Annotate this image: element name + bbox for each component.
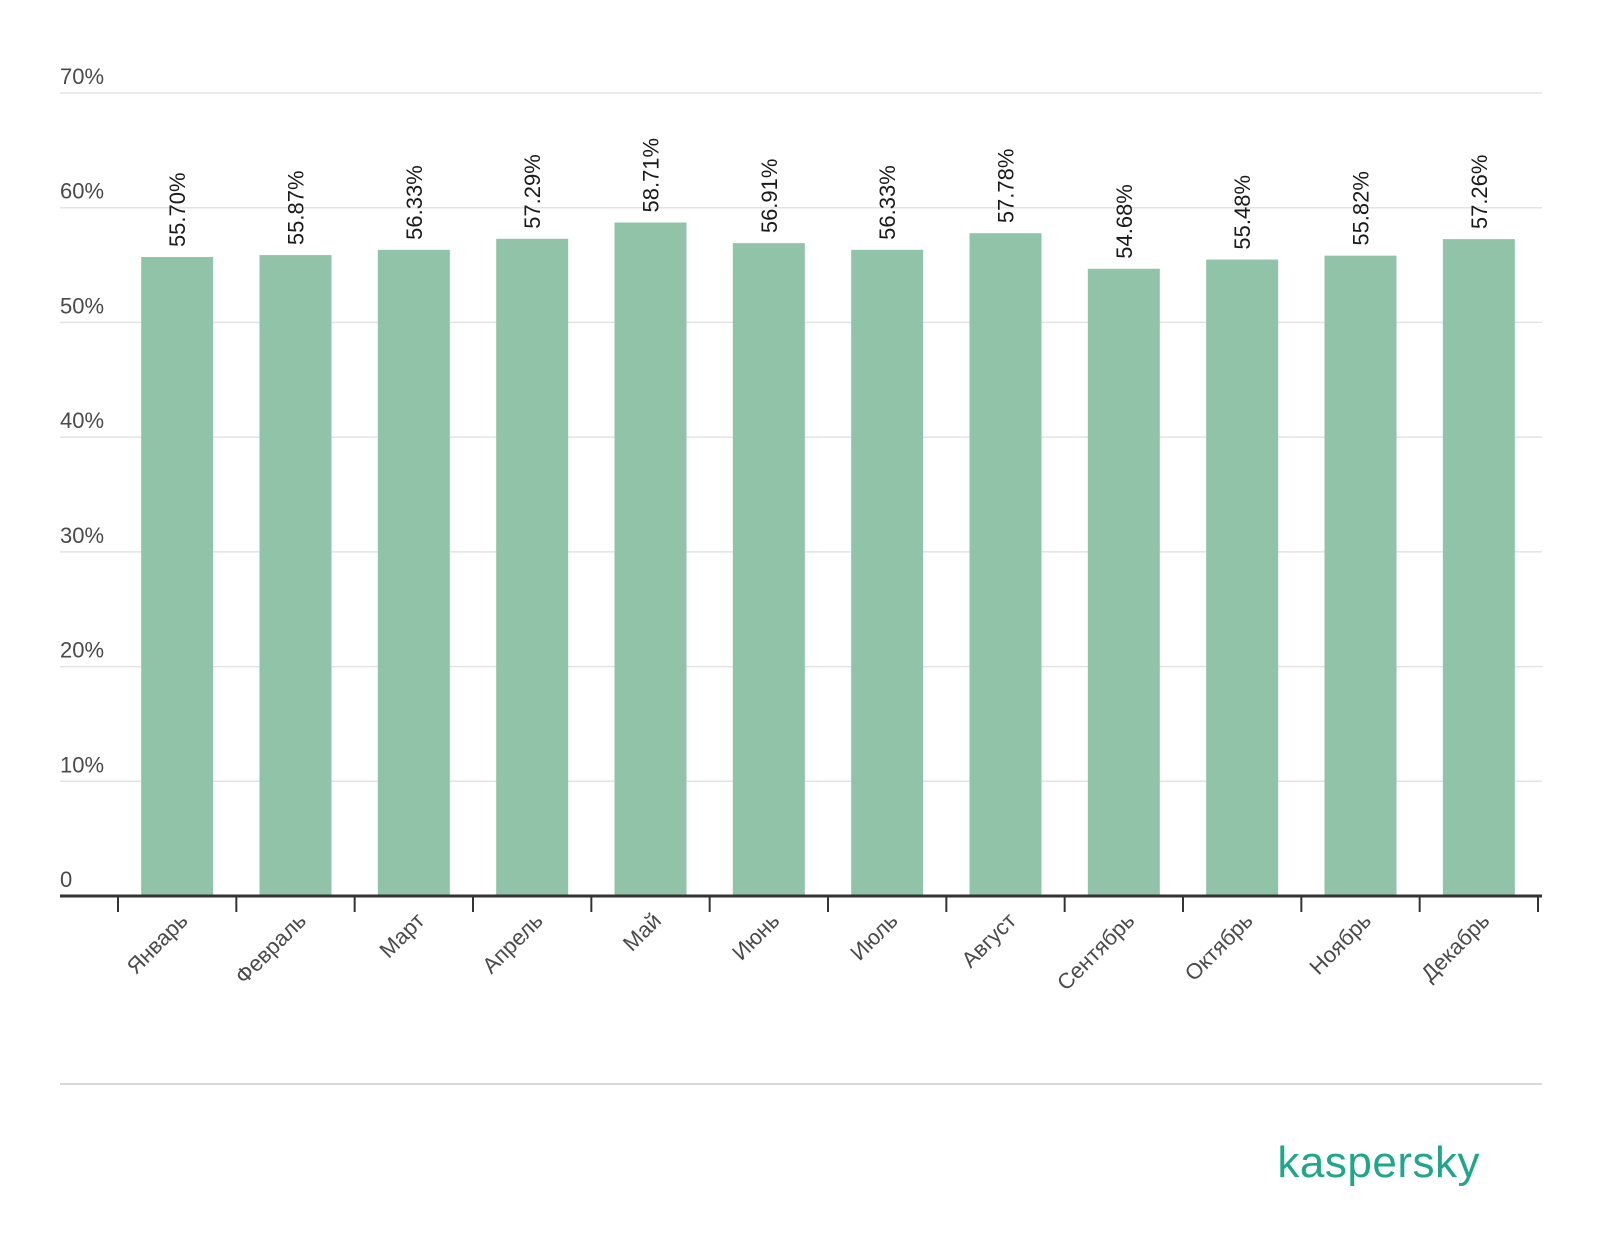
- y-tick-label: 60%: [60, 179, 104, 204]
- x-tick-label: Октябрь: [1180, 908, 1258, 986]
- kaspersky-logo: kaspersky: [1277, 1138, 1480, 1187]
- x-tick-label: Ноябрь: [1304, 908, 1376, 980]
- bars: [141, 222, 1515, 897]
- data-label: 57.78%: [994, 149, 1019, 224]
- data-label: 58.71%: [639, 138, 664, 213]
- data-label: 55.70%: [165, 172, 190, 247]
- bar: [141, 257, 214, 896]
- x-tick-label: Декабрь: [1416, 908, 1494, 986]
- x-tick-label: Июль: [845, 908, 902, 965]
- bar: [732, 243, 805, 896]
- x-tick-label: Февраль: [230, 908, 311, 989]
- bar: [1087, 268, 1160, 896]
- y-tick-label: 70%: [60, 64, 104, 89]
- bar: [1206, 259, 1279, 896]
- data-label: 54.68%: [1112, 184, 1137, 259]
- y-tick-label: 30%: [60, 523, 104, 548]
- data-label: 56.33%: [875, 165, 900, 240]
- y-tick-label: 50%: [60, 293, 104, 318]
- bar: [377, 249, 450, 896]
- data-label: 56.91%: [757, 159, 782, 234]
- bar: [614, 222, 687, 896]
- data-label: 55.87%: [284, 170, 309, 245]
- data-label: 57.29%: [520, 154, 545, 229]
- bar: [1442, 239, 1515, 896]
- x-tick-label: Март: [374, 908, 429, 963]
- x-tick-label: Июнь: [727, 908, 784, 965]
- bar: [496, 238, 569, 896]
- data-label: 55.82%: [1349, 171, 1374, 246]
- x-tick-label: Апрель: [477, 908, 547, 978]
- y-tick-label: 40%: [60, 408, 104, 433]
- bar: [1324, 255, 1397, 896]
- data-labels: 55.70% 55.87% 56.33% 57.29% 58.71% 56.91% 56.3…: [165, 138, 1492, 259]
- data-label: 55.48%: [1230, 175, 1255, 250]
- x-tick-label: Сентябрь: [1052, 908, 1139, 995]
- x-tick-label: Январь: [122, 908, 193, 979]
- x-tick-label: Август: [957, 908, 1022, 973]
- bar: [851, 249, 924, 896]
- data-label: 57.26%: [1467, 155, 1492, 230]
- y-tick-label: 20%: [60, 638, 104, 663]
- x-tick-label: Май: [618, 908, 666, 956]
- bar: [259, 255, 332, 896]
- bar: [969, 233, 1042, 897]
- y-tick-label: 0: [60, 867, 72, 892]
- y-tick-label: 10%: [60, 752, 104, 777]
- data-label: 56.33%: [402, 165, 427, 240]
